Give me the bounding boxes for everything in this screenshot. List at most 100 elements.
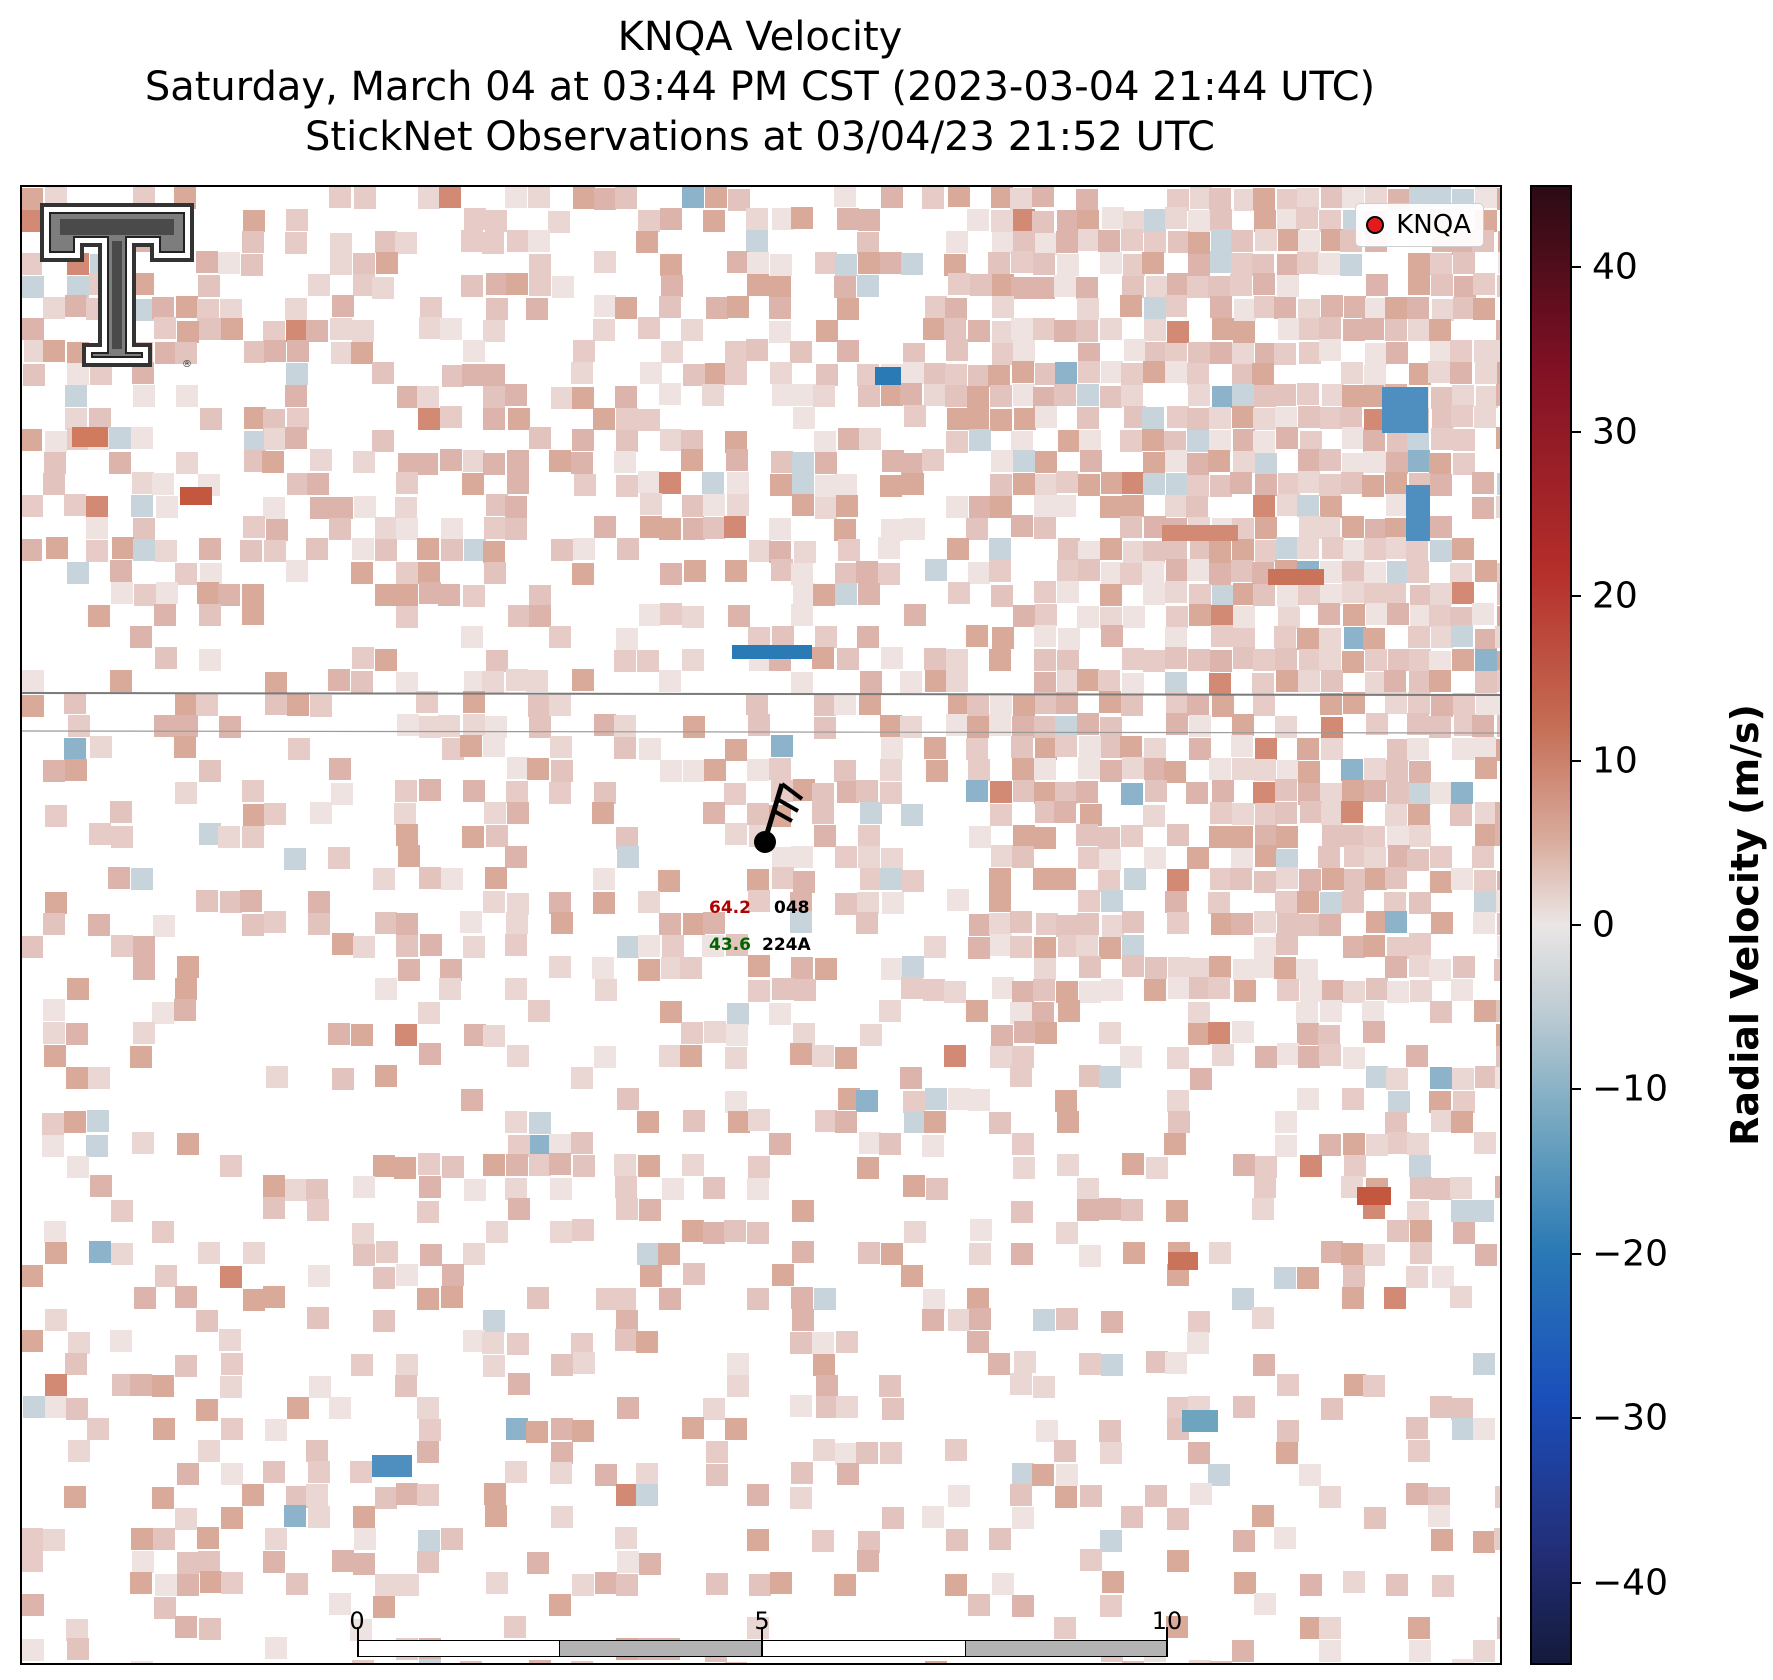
radar-bin	[505, 1178, 527, 1200]
radar-bin	[43, 999, 65, 1021]
radar-bin	[1276, 1442, 1298, 1464]
radar-bin	[1363, 935, 1385, 957]
radar-bin	[287, 473, 309, 495]
radar-bin	[483, 1154, 505, 1176]
radar-bin	[1167, 824, 1189, 846]
radar-bin	[1296, 207, 1318, 229]
radar-bin	[991, 1025, 1013, 1047]
velocity-field: ®	[22, 187, 1500, 1663]
colorbar-tick-label: 10	[1592, 740, 1638, 782]
radar-bin	[1232, 1640, 1254, 1662]
radar-bin	[1013, 1157, 1035, 1179]
radar-bin	[1384, 670, 1406, 692]
radar-bin	[682, 1154, 704, 1176]
radar-bin	[483, 1310, 505, 1332]
radar-bin	[263, 497, 285, 519]
radar-bin	[419, 716, 441, 738]
radar-bin	[639, 1553, 661, 1575]
radar-bin	[219, 1329, 241, 1351]
radar-bin	[1497, 188, 1500, 210]
radar-bin	[88, 1067, 110, 1089]
radar-bin	[1076, 320, 1098, 342]
radar-bin	[1450, 340, 1472, 362]
radar-bin	[1408, 626, 1430, 648]
radar-bin	[332, 295, 354, 317]
radar-bin	[1011, 277, 1033, 299]
radar-bin	[638, 409, 660, 431]
radar-bin	[702, 935, 724, 957]
radar-bin	[1209, 758, 1231, 780]
radar-bin	[1234, 189, 1256, 211]
radar-bin	[241, 254, 263, 276]
radar-bin	[329, 1397, 351, 1419]
radar-bin	[572, 1574, 594, 1596]
radar-bin	[1100, 760, 1122, 782]
radar-bin	[1101, 562, 1123, 584]
radar-bin	[1012, 1463, 1034, 1485]
radar-bin	[1210, 475, 1232, 497]
radar-bin	[485, 716, 507, 738]
radar-bin	[771, 735, 793, 757]
radar-bin	[1297, 628, 1319, 650]
radar-bin	[901, 804, 923, 826]
radar-bin	[1253, 273, 1275, 295]
radar-bin	[1452, 649, 1474, 671]
radar-bin	[353, 274, 375, 296]
radar-bin	[266, 519, 288, 541]
radar-bin	[1034, 937, 1056, 959]
radar-bin	[1409, 933, 1431, 955]
radar-bin	[1187, 475, 1209, 497]
radar-bin	[1300, 1155, 1322, 1177]
radar-bin	[1011, 515, 1033, 537]
radar-bin	[463, 691, 485, 713]
radar-bin	[1431, 1110, 1453, 1132]
radar-bin	[970, 1219, 992, 1241]
radar-bin	[64, 1486, 86, 1508]
radar-bin	[353, 1506, 375, 1528]
radar-bin	[1475, 671, 1497, 693]
radar-bin	[508, 1373, 530, 1395]
radar-bin	[1451, 1111, 1473, 1133]
radar-bin	[1428, 1487, 1450, 1509]
radar-bin	[837, 648, 859, 670]
radar-bin	[419, 1659, 441, 1663]
radar-bin	[1122, 472, 1144, 494]
radar-map[interactable]: ® KNQA 64.2 048 43.6 224A 0 5 10 km	[20, 185, 1502, 1665]
radar-bin	[703, 517, 725, 539]
radar-bin	[1409, 1640, 1431, 1662]
radar-bin	[1429, 1091, 1451, 1113]
radar-bin	[285, 298, 307, 320]
radar-bin	[1145, 957, 1167, 979]
radar-bin	[199, 760, 221, 782]
radar-bin	[196, 1310, 218, 1332]
radar-bin	[1297, 252, 1319, 274]
radar-bin	[154, 604, 176, 626]
radar-bin	[1144, 979, 1166, 1001]
radar-bin	[90, 1175, 112, 1197]
radar-bin	[1296, 1002, 1318, 1024]
radar-bin	[881, 647, 903, 669]
radar-bin	[306, 1440, 328, 1462]
radar-bin	[1144, 847, 1166, 869]
radar-bin	[152, 1487, 174, 1509]
radar-bin	[617, 846, 639, 868]
radar-bin	[1186, 782, 1208, 804]
radar-bin	[1319, 1617, 1341, 1639]
radar-bin	[417, 386, 439, 408]
radar-bin	[549, 956, 571, 978]
radar-bin	[860, 1024, 882, 1046]
radar-bin	[1408, 450, 1430, 472]
radar-bin	[286, 320, 308, 342]
radar-bin	[1497, 651, 1500, 673]
radar-bin	[990, 804, 1012, 826]
radar-bin	[1296, 959, 1318, 981]
radar-bin	[1079, 1353, 1101, 1375]
radar-bin	[483, 364, 505, 386]
radar-bin	[1253, 694, 1275, 716]
radar-bin	[1144, 758, 1166, 780]
radar-bin	[1474, 870, 1496, 892]
radar-bin	[1234, 980, 1256, 1002]
obs-dewpoint: 43.6	[709, 935, 751, 955]
radar-bin	[724, 1220, 746, 1242]
radar-bin	[200, 1571, 222, 1593]
